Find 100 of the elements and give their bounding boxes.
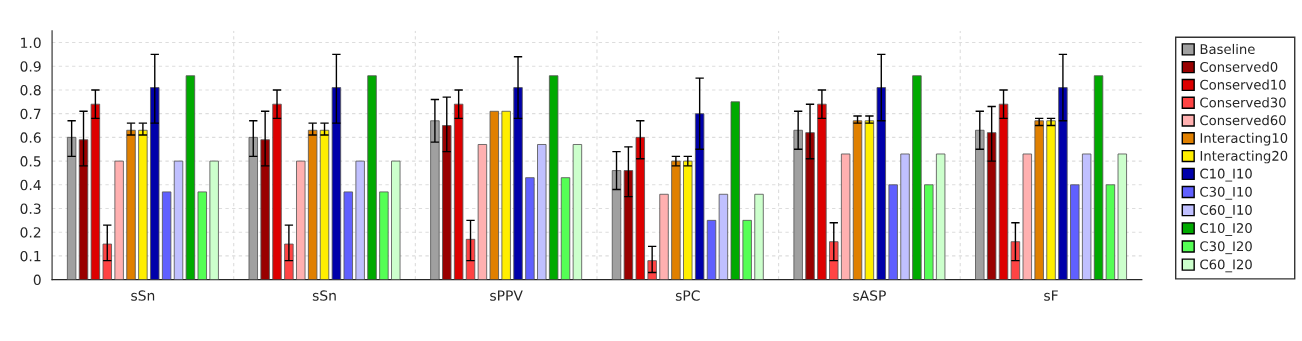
bar: [805, 132, 815, 280]
bar: [975, 129, 985, 280]
bar: [560, 177, 571, 280]
bar: [742, 219, 752, 280]
bar: [1117, 153, 1127, 280]
legend-label: Conserved60: [1200, 115, 1286, 126]
bar: [1058, 87, 1068, 280]
legend-label: Interacting20: [1200, 150, 1288, 164]
bar: [1070, 184, 1080, 280]
bar: [718, 193, 729, 280]
legend-label: Conserved10: [1200, 79, 1286, 90]
y-tick-label: 0.1: [20, 250, 41, 262]
bar: [935, 153, 946, 280]
bar: [623, 170, 634, 280]
bar: [730, 101, 740, 280]
y-tick-label: 0.3: [20, 203, 41, 214]
bar: [477, 144, 488, 280]
legend-label: C10_I10: [1200, 168, 1252, 182]
x-tick-label: sPC: [675, 290, 700, 301]
y-tick-label: 0.6: [20, 132, 41, 143]
bar: [319, 129, 330, 280]
bar: [924, 184, 934, 280]
bar: [185, 75, 196, 280]
legend-label: C10_I20: [1200, 223, 1252, 236]
bar: [430, 120, 440, 280]
bar: [379, 191, 389, 280]
bar: [912, 75, 922, 280]
bar: [173, 160, 184, 280]
bar: [548, 75, 559, 280]
y-tick-label: 0.5: [20, 156, 41, 167]
bar: [78, 139, 89, 280]
bar: [66, 136, 77, 280]
bar: [355, 160, 365, 280]
y-tick-label: 0.9: [20, 61, 41, 72]
bar: [1046, 120, 1056, 280]
x-tick-label: sASP: [853, 290, 886, 301]
bar: [331, 87, 342, 280]
legend-label: Baseline: [1200, 43, 1255, 55]
bar: [1081, 153, 1092, 280]
bar: [138, 129, 148, 280]
bar: [260, 139, 270, 280]
y-tick-label: 0.8: [20, 84, 41, 96]
bar: [197, 191, 207, 280]
legend-label: C60_I10: [1200, 204, 1252, 218]
bar: [209, 160, 219, 280]
bar: [537, 144, 547, 280]
bar: [671, 160, 681, 280]
bar: [1105, 184, 1116, 280]
bar: [1010, 241, 1021, 280]
bar: [453, 103, 464, 280]
bar: [706, 219, 717, 280]
bar: [694, 113, 705, 280]
legend-label: Conserved0: [1200, 61, 1278, 72]
x-tick-label: sSn: [312, 290, 336, 301]
bar: [986, 132, 997, 280]
bar: [754, 193, 764, 280]
y-tick-label: 0.7: [20, 108, 41, 120]
bar: [489, 110, 499, 280]
bar: [611, 170, 622, 280]
bar: [501, 110, 511, 280]
bar: [248, 136, 258, 280]
bar: [272, 103, 282, 280]
bar: [114, 160, 124, 280]
legend-label: C60_I20: [1200, 259, 1252, 273]
bar: [150, 87, 160, 280]
bar: [126, 129, 136, 280]
bar: [572, 144, 583, 280]
legend-label: C30_I20: [1200, 241, 1252, 255]
bar: [513, 87, 523, 280]
bar: [343, 191, 353, 280]
bar: [1034, 120, 1044, 280]
bar: [296, 160, 306, 280]
legend-label: Conserved30: [1200, 97, 1286, 108]
x-tick-label: sF: [1044, 290, 1058, 301]
bar: [1093, 75, 1104, 280]
bar: [840, 153, 851, 280]
bar: [635, 136, 645, 280]
y-tick-label: 0: [33, 274, 41, 286]
bar: [876, 87, 886, 280]
legend-label: C30_I10: [1200, 186, 1252, 200]
x-tick-label: sPPV: [490, 290, 523, 301]
bar: [102, 243, 112, 280]
bar: [161, 191, 172, 280]
bar: [829, 241, 839, 280]
bar: [683, 160, 693, 280]
bar: [852, 120, 863, 280]
bar: [900, 153, 910, 280]
legend-label: Interacting10: [1200, 132, 1288, 146]
bar: [307, 129, 318, 280]
bar: [659, 193, 669, 280]
bar: [442, 125, 452, 280]
bar: [525, 177, 535, 280]
bar: [888, 184, 898, 280]
bar: [793, 129, 803, 280]
bar: [90, 103, 101, 280]
bar: [998, 103, 1009, 280]
bar: [864, 120, 875, 280]
y-tick-label: 0.2: [20, 227, 41, 238]
bar: [367, 75, 377, 280]
x-tick-label: sSn: [131, 290, 155, 301]
